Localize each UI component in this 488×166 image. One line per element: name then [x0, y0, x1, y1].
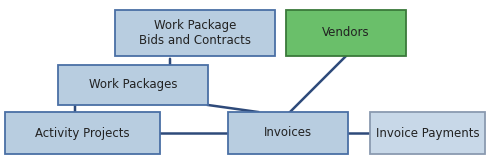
FancyBboxPatch shape [369, 112, 484, 154]
Text: Invoices: Invoices [264, 126, 311, 139]
Text: Work Packages: Work Packages [88, 79, 177, 91]
FancyBboxPatch shape [285, 10, 405, 56]
FancyBboxPatch shape [58, 65, 207, 105]
Text: Vendors: Vendors [322, 27, 369, 40]
Text: Activity Projects: Activity Projects [35, 126, 129, 139]
FancyBboxPatch shape [115, 10, 274, 56]
Text: Invoice Payments: Invoice Payments [375, 126, 478, 139]
FancyBboxPatch shape [227, 112, 347, 154]
Text: Work Package
Bids and Contracts: Work Package Bids and Contracts [139, 18, 250, 47]
FancyBboxPatch shape [5, 112, 160, 154]
